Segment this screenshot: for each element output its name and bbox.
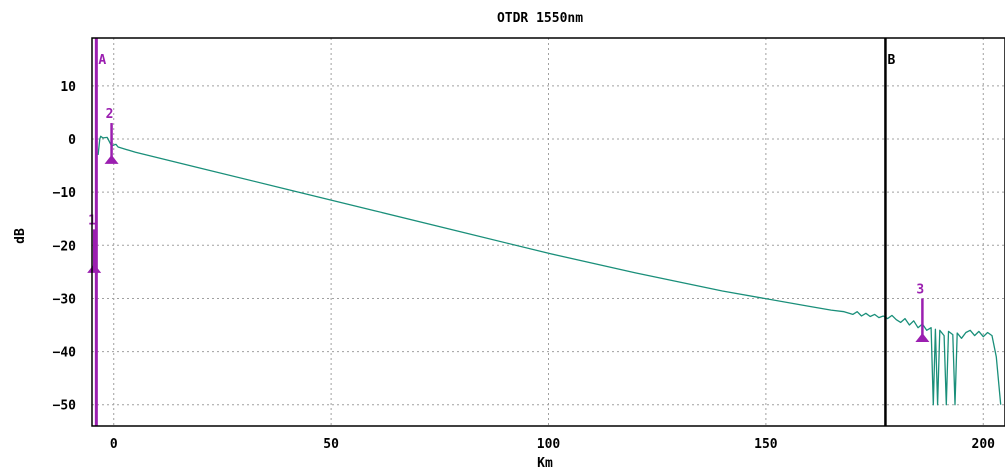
event-marker-triangle-icon xyxy=(104,154,119,164)
x-tick-label: 150 xyxy=(754,437,778,452)
x-tick-label: 100 xyxy=(537,437,561,452)
x-tick-label: 50 xyxy=(323,437,339,452)
event-markers[interactable]: 1 2 3 xyxy=(87,107,930,342)
event-marker-triangle-icon xyxy=(87,263,102,273)
y-tick-label: −30 xyxy=(53,292,77,307)
event-marker-2[interactable]: 2 xyxy=(104,107,119,164)
x-tick-label: 200 xyxy=(972,437,996,452)
event-marker-triangle-icon xyxy=(915,332,930,342)
event-marker-label: 2 xyxy=(106,107,114,122)
trace-layer xyxy=(97,135,1002,406)
plot-frame xyxy=(91,37,1005,427)
x-tick-label: 0 xyxy=(110,437,118,452)
x-axis-label: Km xyxy=(537,456,553,470)
chart-title: OTDR 1550nm xyxy=(497,11,583,26)
cursor-a-label: A xyxy=(98,53,106,68)
event-marker-1[interactable]: 1 xyxy=(87,213,102,273)
y-tick-label: −40 xyxy=(53,346,77,361)
y-axis-label: dB xyxy=(13,228,28,244)
y-tick-label: −10 xyxy=(53,186,77,201)
event-marker-3[interactable]: 3 xyxy=(915,282,930,342)
y-tick-label: −20 xyxy=(53,239,77,254)
y-tick-label: 0 xyxy=(68,133,76,148)
event-marker-label: 3 xyxy=(916,282,924,297)
grid xyxy=(92,38,1005,426)
cursor-b-label: B xyxy=(887,53,895,68)
y-tick-label: −50 xyxy=(53,399,77,414)
y-tick-label: 10 xyxy=(60,80,76,95)
otdr-trace-line xyxy=(97,135,1002,406)
